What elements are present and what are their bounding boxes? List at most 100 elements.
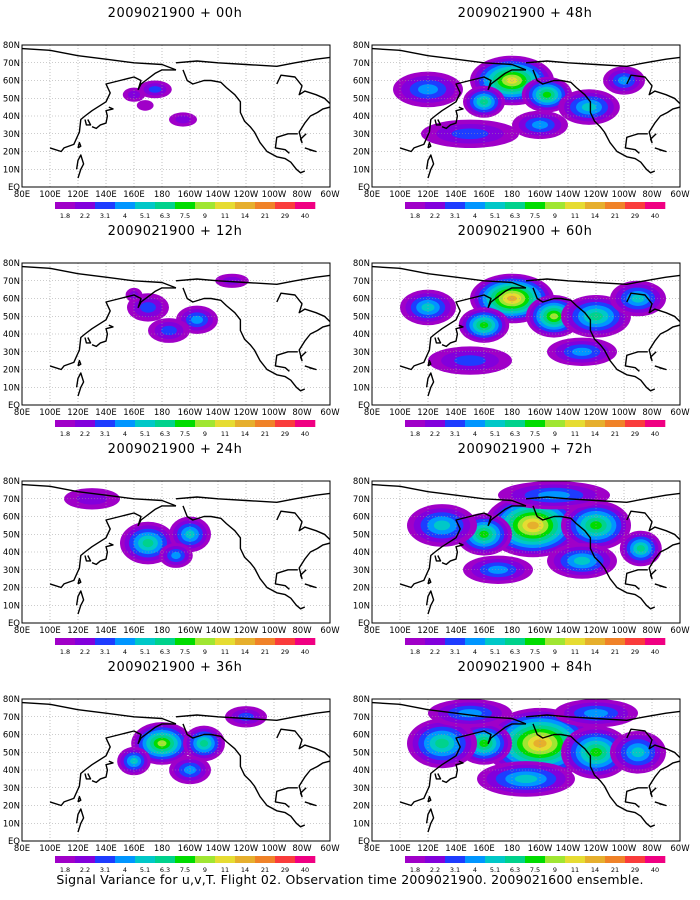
colorbar-swatch	[565, 202, 586, 209]
y-tick-label: 60N	[3, 295, 20, 305]
colorbar-swatch	[465, 420, 486, 427]
coastline	[182, 723, 306, 828]
colorbar-label: 5.1	[140, 648, 150, 654]
y-tick-label: 80N	[353, 477, 370, 487]
colorbar-label: 29	[281, 212, 289, 218]
colorbar-label: 29	[281, 648, 289, 654]
colorbar-swatch	[545, 420, 566, 427]
panel-title: 2009021900 + 24h	[107, 442, 243, 457]
colorbar-swatch	[135, 202, 156, 209]
coastline	[654, 583, 667, 589]
colorbar-swatch	[425, 202, 446, 209]
x-tick-label: 160E	[473, 626, 495, 636]
colorbar-swatch	[505, 856, 526, 863]
coastline	[525, 274, 680, 285]
colorbar-swatch	[75, 638, 96, 645]
coastline	[274, 351, 298, 372]
colorbar-swatch	[55, 202, 76, 209]
colorbar-swatch	[605, 638, 626, 645]
colorbar-label: 1.8	[60, 648, 70, 654]
x-tick-label: 100W	[612, 408, 637, 418]
plot-frame	[371, 480, 681, 624]
y-tick-label: 30N	[353, 130, 370, 140]
colorbar-label: 6.3	[510, 430, 520, 436]
variance-contour	[581, 103, 597, 112]
colorbar-label: 21	[611, 648, 619, 654]
y-tick-label: 50N	[3, 530, 20, 540]
x-tick-label: 160W	[178, 844, 203, 854]
panel-1: 2009021900 + 00h 80E 100E 120E 140E 160E 180 16…	[0, 6, 350, 218]
colorbar-label: 11	[221, 648, 229, 654]
y-tick-label: 10N	[353, 819, 370, 829]
colorbar-swatch	[215, 856, 236, 863]
panel-title: 2009021900 + 36h	[107, 660, 243, 675]
coastline	[648, 106, 680, 144]
y-tick-label: 30N	[3, 566, 20, 576]
variance-contour	[636, 545, 645, 552]
colorbar-swatch	[235, 420, 256, 427]
colorbar-label: 14	[241, 212, 249, 218]
coastline	[427, 359, 432, 367]
coastline	[626, 728, 680, 759]
coastline	[175, 274, 330, 285]
coastline	[276, 510, 330, 541]
coastline	[175, 56, 330, 67]
x-tick-label: 80W	[642, 844, 662, 854]
x-tick-label: 60W	[670, 844, 690, 854]
colorbar-swatch	[95, 202, 116, 209]
coastline	[532, 505, 656, 610]
colorbar-swatch	[585, 638, 606, 645]
colorbar-label: 2.2	[430, 212, 440, 218]
coastline	[532, 287, 656, 392]
coastline	[274, 569, 298, 590]
coastline	[182, 287, 306, 392]
colorbar-label: 7.5	[180, 648, 190, 654]
colorbar-swatch	[465, 638, 486, 645]
colorbar-swatch	[195, 202, 216, 209]
colorbar-swatch	[645, 856, 666, 863]
coastline	[427, 795, 432, 803]
colorbar-label: 14	[591, 430, 599, 436]
plot-frame	[371, 698, 681, 842]
plot-frame	[371, 44, 681, 188]
x-tick-label: 80W	[642, 408, 662, 418]
variance-contour	[631, 294, 645, 303]
x-tick-label: 140W	[206, 190, 231, 200]
y-tick-label: 50N	[353, 748, 370, 758]
y-tick-label: 60N	[353, 77, 370, 87]
x-tick-label: 160W	[178, 408, 203, 418]
y-tick-label: 20N	[353, 802, 370, 812]
coastline	[304, 801, 317, 807]
colorbar-swatch	[445, 420, 466, 427]
coastline	[175, 710, 330, 721]
x-tick-label: 140E	[95, 626, 117, 636]
coastline	[399, 505, 526, 589]
colorbar-swatch	[585, 420, 606, 427]
coastline	[22, 265, 177, 289]
coastline	[276, 728, 330, 759]
y-tick-label: 60N	[3, 731, 20, 741]
x-tick-label: 80W	[642, 190, 662, 200]
y-tick-label: EQ	[358, 183, 370, 193]
colorbar-label: 11	[571, 866, 579, 872]
coastline	[22, 483, 177, 507]
colorbar-swatch	[255, 420, 276, 427]
coastline	[372, 483, 527, 507]
y-tick-label: 40N	[3, 766, 20, 776]
y-tick-label: 20N	[353, 366, 370, 376]
colorbar-label: 6.3	[160, 430, 170, 436]
coastline	[22, 47, 177, 71]
colorbar-label: 6.3	[510, 648, 520, 654]
variance-contour	[590, 521, 602, 530]
colorbar-swatch	[135, 420, 156, 427]
coastline	[425, 590, 435, 615]
colorbar-label: 4	[473, 648, 477, 654]
x-tick-label: 100E	[389, 190, 411, 200]
coastlines	[22, 265, 330, 397]
variance-contour	[532, 120, 548, 129]
x-tick-label: 160E	[473, 408, 495, 418]
x-tick-label: 120W	[584, 844, 609, 854]
colorbar-swatch	[195, 856, 216, 863]
x-tick-label: 140E	[445, 408, 467, 418]
coastline	[441, 542, 464, 566]
